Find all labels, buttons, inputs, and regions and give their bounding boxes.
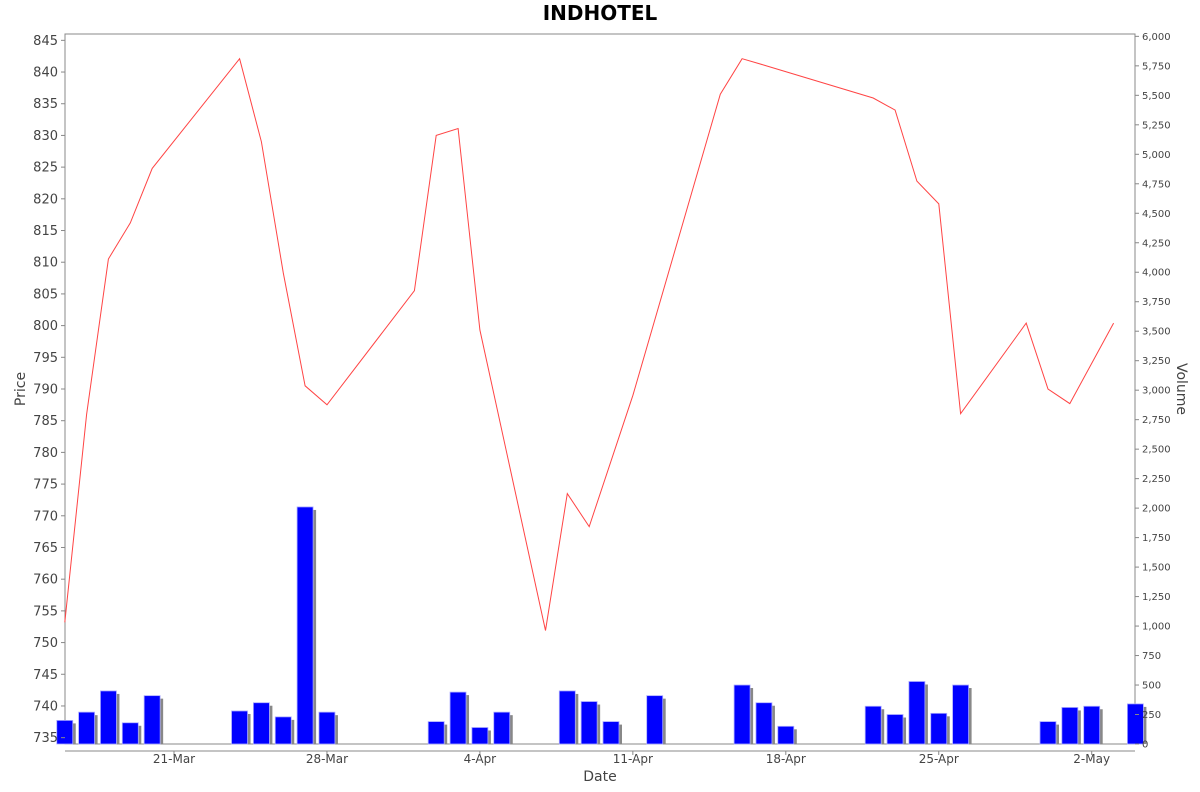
left-tick-label: 785 bbox=[33, 414, 58, 429]
right-tick-label: 2,250 bbox=[1142, 474, 1171, 485]
right-tick-label: 2,750 bbox=[1142, 415, 1171, 426]
volume-bar bbox=[602, 721, 620, 745]
right-tick-label: 750 bbox=[1142, 651, 1161, 662]
x-tick-label: 18-Apr bbox=[766, 752, 806, 766]
volume-bar bbox=[274, 716, 292, 745]
volume-bar bbox=[318, 711, 336, 745]
x-tick-label: 11-Apr bbox=[613, 752, 653, 766]
volume-bars bbox=[56, 506, 1147, 745]
right-tick-label: 1,250 bbox=[1142, 592, 1171, 603]
left-tick-label: 835 bbox=[33, 97, 58, 112]
right-tick-label: 5,000 bbox=[1142, 150, 1171, 161]
x-tick-label: 28-Mar bbox=[306, 752, 348, 766]
volume-bar bbox=[493, 711, 511, 745]
left-tick-label: 830 bbox=[33, 129, 58, 144]
left-tick-label: 780 bbox=[33, 446, 58, 461]
left-tick-label: 795 bbox=[33, 351, 58, 366]
left-tick-label: 750 bbox=[33, 636, 58, 651]
right-tick-label: 3,750 bbox=[1142, 297, 1171, 308]
y-axis-label-left: Price bbox=[13, 372, 29, 406]
volume-bar bbox=[471, 727, 489, 745]
volume-bar bbox=[1039, 721, 1057, 745]
volume-bar bbox=[449, 691, 467, 745]
volume-bar bbox=[1127, 703, 1144, 745]
volume-bar bbox=[777, 725, 795, 745]
volume-bar bbox=[231, 710, 248, 745]
right-tick-label: 500 bbox=[1142, 681, 1161, 692]
plot-area bbox=[64, 33, 1136, 745]
left-tick-label: 775 bbox=[33, 478, 58, 493]
volume-bar bbox=[56, 720, 74, 745]
right-tick-label: 1,750 bbox=[1142, 533, 1171, 544]
right-tick-label: 250 bbox=[1142, 710, 1161, 721]
right-tick-label: 2,000 bbox=[1142, 504, 1171, 515]
volume-bar bbox=[427, 721, 445, 745]
right-tick-label: 0 bbox=[1142, 740, 1148, 751]
volume-bar bbox=[733, 684, 751, 745]
left-tick-label: 735 bbox=[33, 731, 58, 746]
right-tick-label: 4,500 bbox=[1142, 209, 1171, 220]
price-line bbox=[64, 57, 1115, 631]
x-tick-label: 2-May bbox=[1073, 752, 1110, 766]
volume-bar bbox=[252, 702, 270, 745]
left-tick-label: 840 bbox=[33, 66, 58, 81]
right-tick-label: 3,500 bbox=[1142, 327, 1171, 338]
right-tick-label: 2,500 bbox=[1142, 445, 1171, 456]
left-axis-ticks: 735 740 745 750 755 760 765 770 775 780 785 790 795 8… bbox=[33, 34, 65, 746]
volume-bar bbox=[100, 690, 117, 745]
right-tick-label: 1,500 bbox=[1142, 563, 1171, 574]
left-tick-label: 790 bbox=[33, 383, 58, 398]
right-tick-label: 5,750 bbox=[1142, 61, 1171, 72]
volume-bar bbox=[864, 705, 882, 745]
x-tick-label: 21-Mar bbox=[153, 752, 195, 766]
left-tick-label: 745 bbox=[33, 668, 58, 683]
volume-bar bbox=[886, 714, 904, 745]
volume-bar bbox=[580, 701, 598, 745]
volume-bar bbox=[1061, 707, 1079, 745]
volume-bar bbox=[755, 702, 773, 745]
volume-bar bbox=[558, 690, 576, 745]
left-tick-label: 760 bbox=[33, 573, 58, 588]
left-tick-label: 815 bbox=[33, 224, 58, 239]
volume-bar bbox=[121, 722, 139, 745]
right-tick-label: 3,000 bbox=[1142, 386, 1171, 397]
x-axis-ticks: 21-Mar 28-Mar 4-Apr 11-Apr 18-Apr 25-Apr 2-May bbox=[153, 751, 1110, 766]
price-line-layer bbox=[64, 57, 1115, 631]
right-tick-label: 5,250 bbox=[1142, 120, 1171, 131]
x-tick-label: 4-Apr bbox=[464, 752, 497, 766]
left-tick-label: 755 bbox=[33, 604, 58, 619]
right-tick-label: 5,500 bbox=[1142, 91, 1171, 102]
volume-bar bbox=[1083, 705, 1101, 745]
right-tick-label: 3,250 bbox=[1142, 356, 1171, 367]
left-tick-label: 805 bbox=[33, 287, 58, 302]
volume-bar bbox=[143, 695, 161, 745]
left-tick-label: 845 bbox=[33, 34, 58, 49]
left-tick-label: 740 bbox=[33, 699, 58, 714]
x-tick-label: 25-Apr bbox=[919, 752, 959, 766]
right-tick-label: 6,000 bbox=[1142, 32, 1171, 43]
volume-bar bbox=[908, 681, 926, 745]
volume-bar bbox=[296, 506, 314, 745]
left-tick-label: 810 bbox=[33, 256, 58, 271]
right-tick-label: 1,000 bbox=[1142, 622, 1171, 633]
volume-bar bbox=[952, 684, 969, 745]
right-axis-ticks: 0 250 500 750 1,000 1,250 1,500 1,750 2,000 2,250… bbox=[1135, 32, 1171, 751]
left-tick-label: 820 bbox=[33, 192, 58, 207]
y-axis-label-right: Volume bbox=[1173, 363, 1189, 415]
right-tick-label: 4,750 bbox=[1142, 179, 1171, 190]
right-tick-label: 4,250 bbox=[1142, 238, 1171, 249]
volume-bar bbox=[930, 712, 948, 745]
left-tick-label: 800 bbox=[33, 319, 58, 334]
volume-bar bbox=[646, 695, 664, 745]
left-tick-label: 765 bbox=[33, 541, 58, 556]
left-tick-label: 825 bbox=[33, 161, 58, 176]
x-axis-label: Date bbox=[583, 769, 616, 785]
right-tick-label: 4,000 bbox=[1142, 268, 1171, 279]
chart-title: INDHOTEL bbox=[543, 1, 658, 25]
left-tick-label: 770 bbox=[33, 509, 58, 524]
volume-bar bbox=[78, 711, 95, 745]
